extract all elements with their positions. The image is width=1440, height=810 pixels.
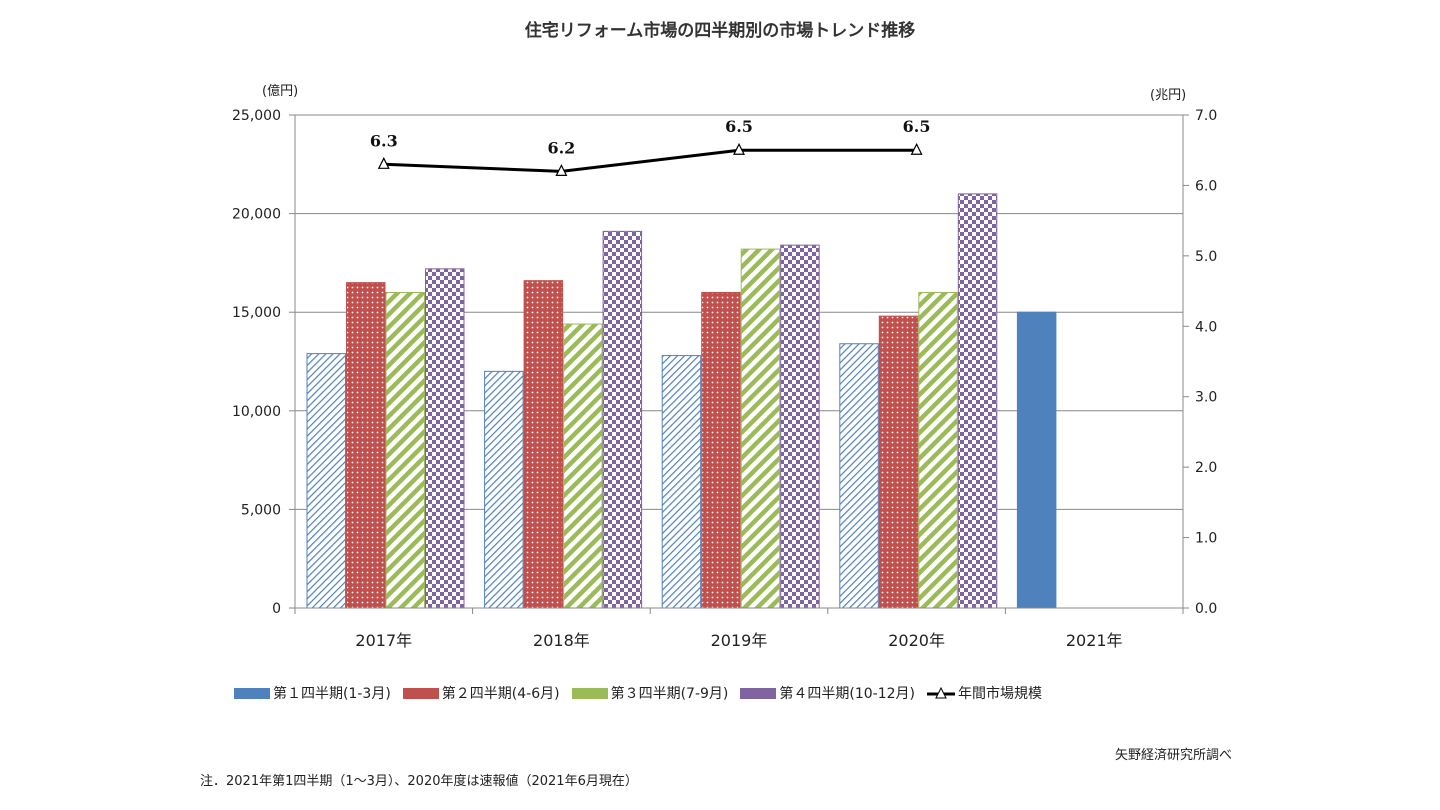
triangle-marker bbox=[910, 142, 923, 155]
bar-1-2021年 bbox=[1016, 311, 1057, 609]
source-credit: 矢野経済研究所調べ bbox=[1114, 748, 1232, 763]
bar-2-2019年 bbox=[701, 291, 741, 609]
y2-tick-label: 5.0 bbox=[1195, 249, 1217, 265]
y2-tick-label: 6.0 bbox=[1195, 178, 1217, 194]
y-tick-label: 0 bbox=[272, 601, 281, 617]
bar-1-2017年 bbox=[306, 353, 346, 609]
legend-label: 第１四半期(1-3月) bbox=[273, 686, 391, 702]
triangle-marker bbox=[377, 156, 390, 169]
legend-item-q1: 第１四半期(1-3月) bbox=[234, 683, 391, 703]
bar-4-2018年 bbox=[602, 230, 643, 609]
legend-label: 第３四半期(7-9月) bbox=[610, 686, 729, 702]
bar-4-2019年 bbox=[780, 244, 820, 609]
legend: 第１四半期(1-3月) 第２四半期(4-6月) 第３四半期(7-9月) 第４四半期(1… bbox=[234, 683, 1042, 703]
bar-1-2019年 bbox=[661, 355, 702, 609]
bar-4-2020年 bbox=[957, 193, 998, 609]
legend-label: 第４四半期(10-12月) bbox=[779, 686, 915, 702]
y2-tick-label: 4.0 bbox=[1195, 319, 1217, 335]
y-tick-label: 5,000 bbox=[241, 502, 281, 518]
y2-tick-label: 0.0 bbox=[1195, 601, 1217, 617]
bar-2-2018年 bbox=[523, 280, 564, 609]
chart-title: 住宅リフォーム市場の四半期別の市場トレンド推移 bbox=[524, 21, 916, 41]
y-tick-label: 20,000 bbox=[232, 207, 281, 223]
left-axis-unit: (億円) bbox=[262, 84, 299, 99]
legend-item-q3: 第３四半期(7-9月) bbox=[571, 683, 729, 703]
line-data-label: 6.3 bbox=[370, 131, 398, 150]
bar-2-2017年 bbox=[346, 282, 386, 609]
y-tick-label: 15,000 bbox=[232, 305, 281, 321]
line-triangle-icon bbox=[927, 686, 955, 699]
line-data-label: 6.5 bbox=[903, 117, 931, 136]
x-tick-label: 2017年 bbox=[355, 631, 412, 650]
bar-2-2020年 bbox=[878, 315, 919, 609]
y2-tick-label: 7.0 bbox=[1195, 108, 1217, 124]
right-axis-unit: (兆円) bbox=[1150, 88, 1187, 103]
annual-market-line bbox=[383, 148, 917, 173]
legend-item-annual: 年間市場規模 bbox=[927, 683, 1042, 703]
x-tick-label: 2020年 bbox=[888, 631, 945, 650]
bar-3-2019年 bbox=[740, 248, 781, 609]
legend-swatch bbox=[571, 687, 608, 699]
triangle-marker bbox=[733, 142, 745, 155]
y-tick-label: 25,000 bbox=[232, 108, 281, 124]
x-tick-label: 2018年 bbox=[533, 631, 590, 650]
bar-3-2020年 bbox=[918, 291, 958, 609]
footnote: 注．2021年第1四半期（1～3月）、2020年度は速報値（2021年6月現在） bbox=[200, 774, 638, 789]
legend-swatch bbox=[234, 687, 270, 699]
line-data-label: 6.2 bbox=[547, 138, 575, 157]
bar-3-2018年 bbox=[563, 323, 603, 609]
legend-label: 第２四半期(4-6月) bbox=[441, 686, 560, 702]
legend-swatch bbox=[740, 687, 777, 699]
bar-1-2018年 bbox=[484, 370, 524, 609]
legend-swatch bbox=[402, 687, 439, 699]
triangle-marker bbox=[555, 164, 568, 176]
legend-label: 年間市場規模 bbox=[958, 686, 1042, 702]
bar-1-2020年 bbox=[839, 343, 879, 609]
y2-tick-label: 1.0 bbox=[1195, 531, 1217, 547]
x-tick-label: 2021年 bbox=[1066, 631, 1123, 650]
legend-item-q4: 第４四半期(10-12月) bbox=[740, 683, 915, 703]
y2-tick-label: 3.0 bbox=[1195, 390, 1217, 406]
bar-3-2017年 bbox=[385, 291, 425, 609]
legend-item-q2: 第２四半期(4-6月) bbox=[402, 683, 560, 703]
y-tick-label: 10,000 bbox=[232, 404, 281, 420]
x-tick-label: 2019年 bbox=[711, 631, 768, 650]
y2-tick-label: 2.0 bbox=[1195, 460, 1217, 476]
line-data-label: 6.5 bbox=[725, 117, 753, 136]
bar-4-2017年 bbox=[425, 268, 465, 609]
